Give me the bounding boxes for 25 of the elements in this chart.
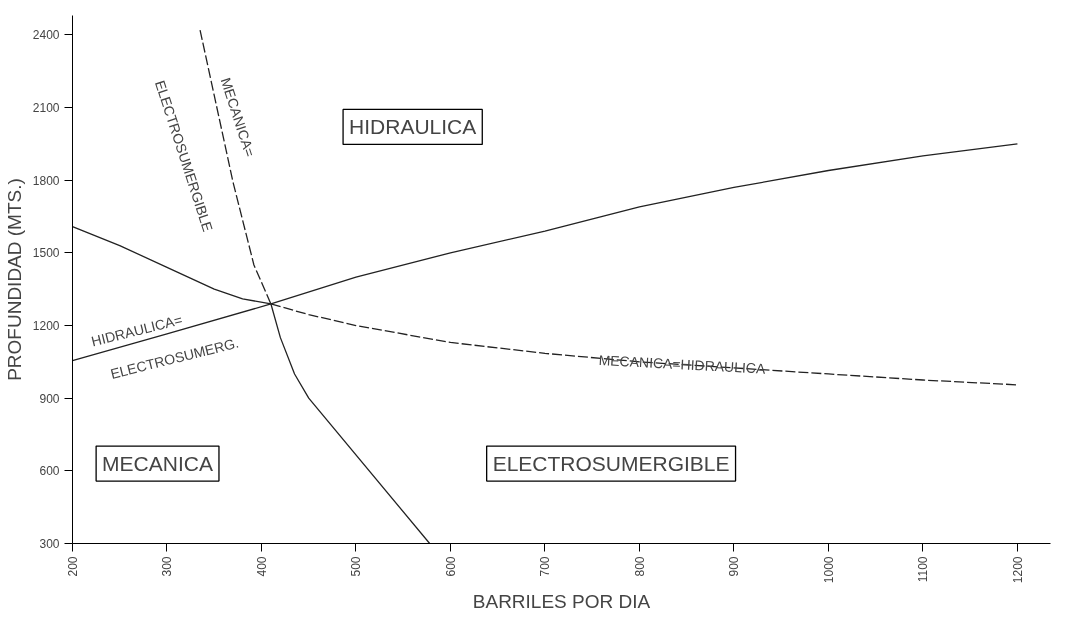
y-axis-title: PROFUNDIDAD (MTS.) bbox=[3, 178, 25, 381]
y-tick-label: 600 bbox=[39, 464, 60, 479]
annotation: MECANICA bbox=[102, 452, 213, 476]
y-tick-label: 1500 bbox=[32, 246, 60, 261]
y-tick-label: 2400 bbox=[32, 28, 60, 43]
x-tick-label: 700 bbox=[538, 556, 553, 577]
y-tick-label: 900 bbox=[39, 391, 60, 406]
x-tick-label: 1100 bbox=[916, 556, 931, 583]
annotation: ELECTROSUMERGIBLE bbox=[492, 452, 730, 476]
annotation: MECANICA=HIDRAULICA bbox=[598, 351, 767, 377]
x-tick-label: 600 bbox=[443, 556, 458, 577]
y-tick-label: 2100 bbox=[32, 101, 60, 116]
x-tick-label: 800 bbox=[632, 556, 647, 577]
annotation: HIDRAULICA bbox=[349, 115, 477, 139]
y-tick-label: 1800 bbox=[32, 173, 60, 188]
x-axis-title: BARRILES POR DIA bbox=[472, 591, 651, 613]
y-tick-label: 1200 bbox=[32, 319, 60, 334]
x-tick-label: 1200 bbox=[1010, 556, 1025, 584]
x-tick-label: 400 bbox=[254, 556, 269, 577]
x-tick-label: 300 bbox=[160, 556, 175, 577]
x-tick-label: 500 bbox=[349, 556, 364, 577]
y-tick-label: 300 bbox=[39, 537, 60, 551]
x-tick-label: 200 bbox=[66, 556, 80, 577]
x-tick-label: 1000 bbox=[821, 556, 836, 584]
x-tick-label: 900 bbox=[727, 556, 742, 577]
